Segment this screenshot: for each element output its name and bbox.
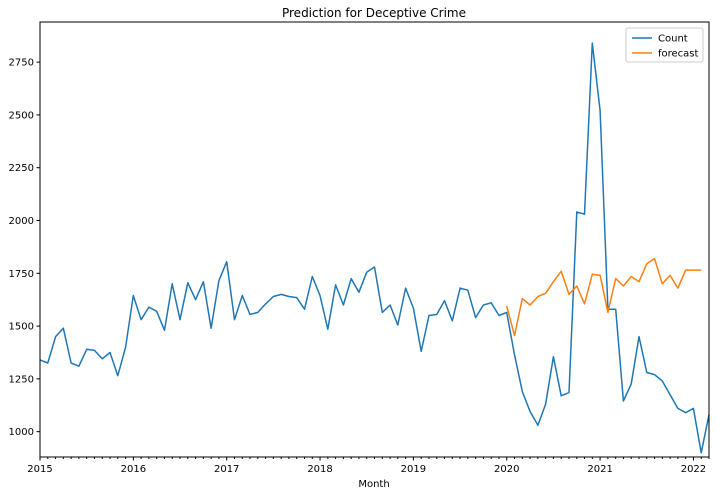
legend: Count forecast [625,27,704,63]
x-tick-label: 2019 [401,464,426,475]
y-tick-label: 1000 [9,427,34,438]
x-tick-label: 2022 [681,464,706,475]
x-tick-label: 2020 [494,464,519,475]
y-axis: 1000 1250 1500 1750 2000 2250 2500 2750 [9,58,40,438]
series-line-count [39,42,710,454]
x-tick-label: 2021 [587,464,612,475]
x-axis-label: Month [358,479,389,490]
y-tick-label: 2500 [9,110,34,121]
chart-title: Prediction for Deceptive Crime [282,6,466,20]
x-tick-label: 2015 [27,464,52,475]
legend-label-forecast: forecast [658,49,699,60]
x-tick-label: 2016 [121,464,146,475]
y-tick-label: 1250 [9,374,34,385]
series-layer [39,42,710,454]
x-tick-label: 2018 [307,464,332,475]
y-tick-label: 2250 [9,163,34,174]
x-tick-label: 2017 [214,464,239,475]
y-tick-label: 1750 [9,269,34,280]
y-tick-label: 1500 [9,322,34,333]
y-tick-label: 2000 [9,216,34,227]
y-tick-label: 2750 [9,58,34,69]
plot-frame [39,21,710,458]
legend-label-count: Count [658,34,688,45]
x-axis: 2015 2016 2017 2018 2019 2020 2021 2022 [27,457,710,475]
series-line-forecast [505,257,702,337]
